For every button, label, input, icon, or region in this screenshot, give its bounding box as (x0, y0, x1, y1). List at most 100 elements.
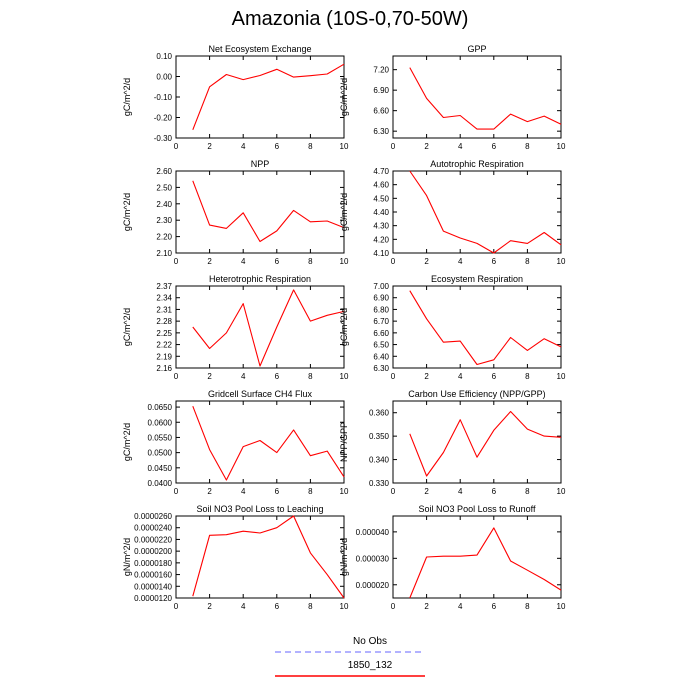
panel-4-ytick-label: 4.50 (373, 194, 389, 203)
panel-8-xtick-label: 2 (424, 487, 429, 496)
panel-8-plot-frame (392, 400, 562, 484)
panel-9-ytick-label: 0.0000180 (134, 559, 172, 568)
panel-1-title: Net Ecosystem Exchange (208, 44, 311, 54)
panel-4-xtick-label: 8 (525, 257, 530, 266)
panel-5-xtick-label: 2 (207, 372, 212, 381)
panel-8-ytick-label: 0.330 (369, 479, 390, 488)
panel-2-ylabel: gC/m^2/d (339, 78, 349, 116)
panel-10-ytick-label: 0.000020 (356, 581, 390, 590)
panel-3-ylabel: gC/m^2/d (122, 193, 132, 231)
panel-5-xtick-label: 8 (308, 372, 313, 381)
panel-10-ylabel: gN/m^2/d (339, 538, 349, 576)
panel-4-xtick-label: 0 (391, 257, 396, 266)
panel-2-xtick-label: 0 (391, 142, 396, 151)
panel-3-xtick-label: 6 (275, 257, 280, 266)
panel-9-ytick-label: 0.0000160 (134, 571, 172, 580)
panel-7-plot-frame (175, 400, 345, 484)
panel-3-ytick-label: 2.30 (156, 216, 172, 225)
panel-1-ytick-label: -0.10 (154, 93, 173, 102)
panel-3-title: NPP (251, 159, 270, 169)
panel-5-ytick-label: 2.37 (156, 282, 172, 291)
panel-10-ytick-label: 0.000030 (356, 554, 390, 563)
panel-9-ytick-label: 0.0000240 (134, 524, 172, 533)
panel-8-xtick-label: 8 (525, 487, 530, 496)
panel-1-xtick-label: 6 (275, 142, 280, 151)
panel-8-xtick-label: 0 (391, 487, 396, 496)
panel-2-xtick-label: 8 (525, 142, 530, 151)
panel-2-ytick-label: 6.60 (373, 107, 389, 116)
panel-8-title: Carbon Use Efficiency (NPP/GPP) (408, 389, 545, 399)
panel-6-title: Ecosystem Respiration (431, 274, 523, 284)
panel-1-ytick-label: 0.00 (156, 73, 172, 82)
panel-1-ytick-label: 0.10 (156, 52, 172, 61)
legend-item-no-obs-label: No Obs (353, 636, 387, 647)
panel-1-xtick-label: 4 (241, 142, 246, 151)
panel-3-ytick-label: 2.10 (156, 249, 172, 258)
panel-7-xtick-label: 0 (174, 487, 179, 496)
panel-6-ylabel: gC/m^2/d (339, 308, 349, 346)
panel-5-xtick-label: 4 (241, 372, 246, 381)
panel-7-ylabel: gC/m^2/d (122, 423, 132, 461)
panel-2-xtick-label: 2 (424, 142, 429, 151)
panel-4-ytick-label: 4.30 (373, 222, 389, 231)
panel-2-xtick-label: 6 (492, 142, 497, 151)
panel-3-ytick-label: 2.40 (156, 200, 172, 209)
panel-7-ytick-label: 0.0550 (148, 433, 173, 442)
panel-4-ytick-label: 4.70 (373, 167, 389, 176)
panel-2-xtick-label: 10 (557, 142, 566, 151)
panel-6-ytick-label: 6.50 (373, 341, 389, 350)
panel-8-series-line (409, 410, 562, 477)
panel-1-ylabel: gC/m^2/d (122, 78, 132, 116)
panel-8-ytick-label: 0.350 (369, 432, 390, 441)
panel-9-xtick-label: 2 (207, 602, 212, 611)
panel-6-ytick-label: 6.40 (373, 352, 389, 361)
panel-1-series-line (192, 63, 345, 131)
panel-10-xtick-label: 8 (525, 602, 530, 611)
panel-9-plot-frame (175, 515, 345, 599)
panel-4-xtick-label: 6 (492, 257, 497, 266)
panel-4-ytick-label: 4.10 (373, 249, 389, 258)
panel-6-ytick-label: 6.80 (373, 305, 389, 314)
panel-6-xtick-label: 8 (525, 372, 530, 381)
panel-1-ytick-label: -0.30 (154, 134, 173, 143)
panel-2-ytick-label: 7.20 (373, 66, 389, 75)
panel-9-ytick-label: 0.0000120 (134, 594, 172, 603)
panel-9-title: Soil NO3 Pool Loss to Leaching (196, 504, 323, 514)
panel-6-ytick-label: 6.70 (373, 317, 389, 326)
panel-3-xtick-label: 0 (174, 257, 179, 266)
panel-1-xtick-label: 8 (308, 142, 313, 151)
panel-5-ytick-label: 2.31 (156, 305, 172, 314)
panel-10-xtick-label: 6 (492, 602, 497, 611)
panel-9-series-line (192, 515, 345, 599)
panel-5-ytick-label: 2.22 (156, 341, 172, 350)
panel-4-title: Autotrophic Respiration (430, 159, 524, 169)
panel-8-ylabel: NPP/GPP (339, 422, 349, 462)
panel-5-ytick-label: 2.19 (156, 352, 172, 361)
panel-6-ytick-label: 6.90 (373, 294, 389, 303)
panel-4-xtick-label: 4 (458, 257, 463, 266)
panel-9-ytick-label: 0.0000220 (134, 535, 172, 544)
panel-3-xtick-label: 8 (308, 257, 313, 266)
panel-5-plot-frame (175, 285, 345, 369)
panel-7-series-line (192, 406, 345, 481)
panel-6-ytick-label: 7.00 (373, 282, 389, 291)
panel-2-series-line (409, 67, 562, 130)
panel-3-plot-frame (175, 170, 345, 254)
panel-7-title: Gridcell Surface CH4 Flux (208, 389, 313, 399)
panel-3-ytick-label: 2.50 (156, 183, 172, 192)
panel-7-ytick-label: 0.0500 (148, 449, 173, 458)
panel-1-xtick-label: 2 (207, 142, 212, 151)
panel-5-series-line (192, 289, 345, 367)
panel-5-xtick-label: 6 (275, 372, 280, 381)
panel-10-title: Soil NO3 Pool Loss to Runoff (419, 504, 536, 514)
panel-9-ylabel: gN/m^2/d (122, 538, 132, 576)
panel-2-ytick-label: 6.30 (373, 127, 389, 136)
panel-5-title: Heterotrophic Respiration (209, 274, 311, 284)
panel-2-xtick-label: 4 (458, 142, 463, 151)
panel-6-xtick-label: 0 (391, 372, 396, 381)
panel-9-xtick-label: 8 (308, 602, 313, 611)
panel-9-ytick-label: 0.0000140 (134, 582, 172, 591)
panel-7-ytick-label: 0.0600 (148, 418, 173, 427)
panel-10-series-line (409, 527, 562, 599)
legend-item-1850-132-label: 1850_132 (347, 660, 393, 671)
